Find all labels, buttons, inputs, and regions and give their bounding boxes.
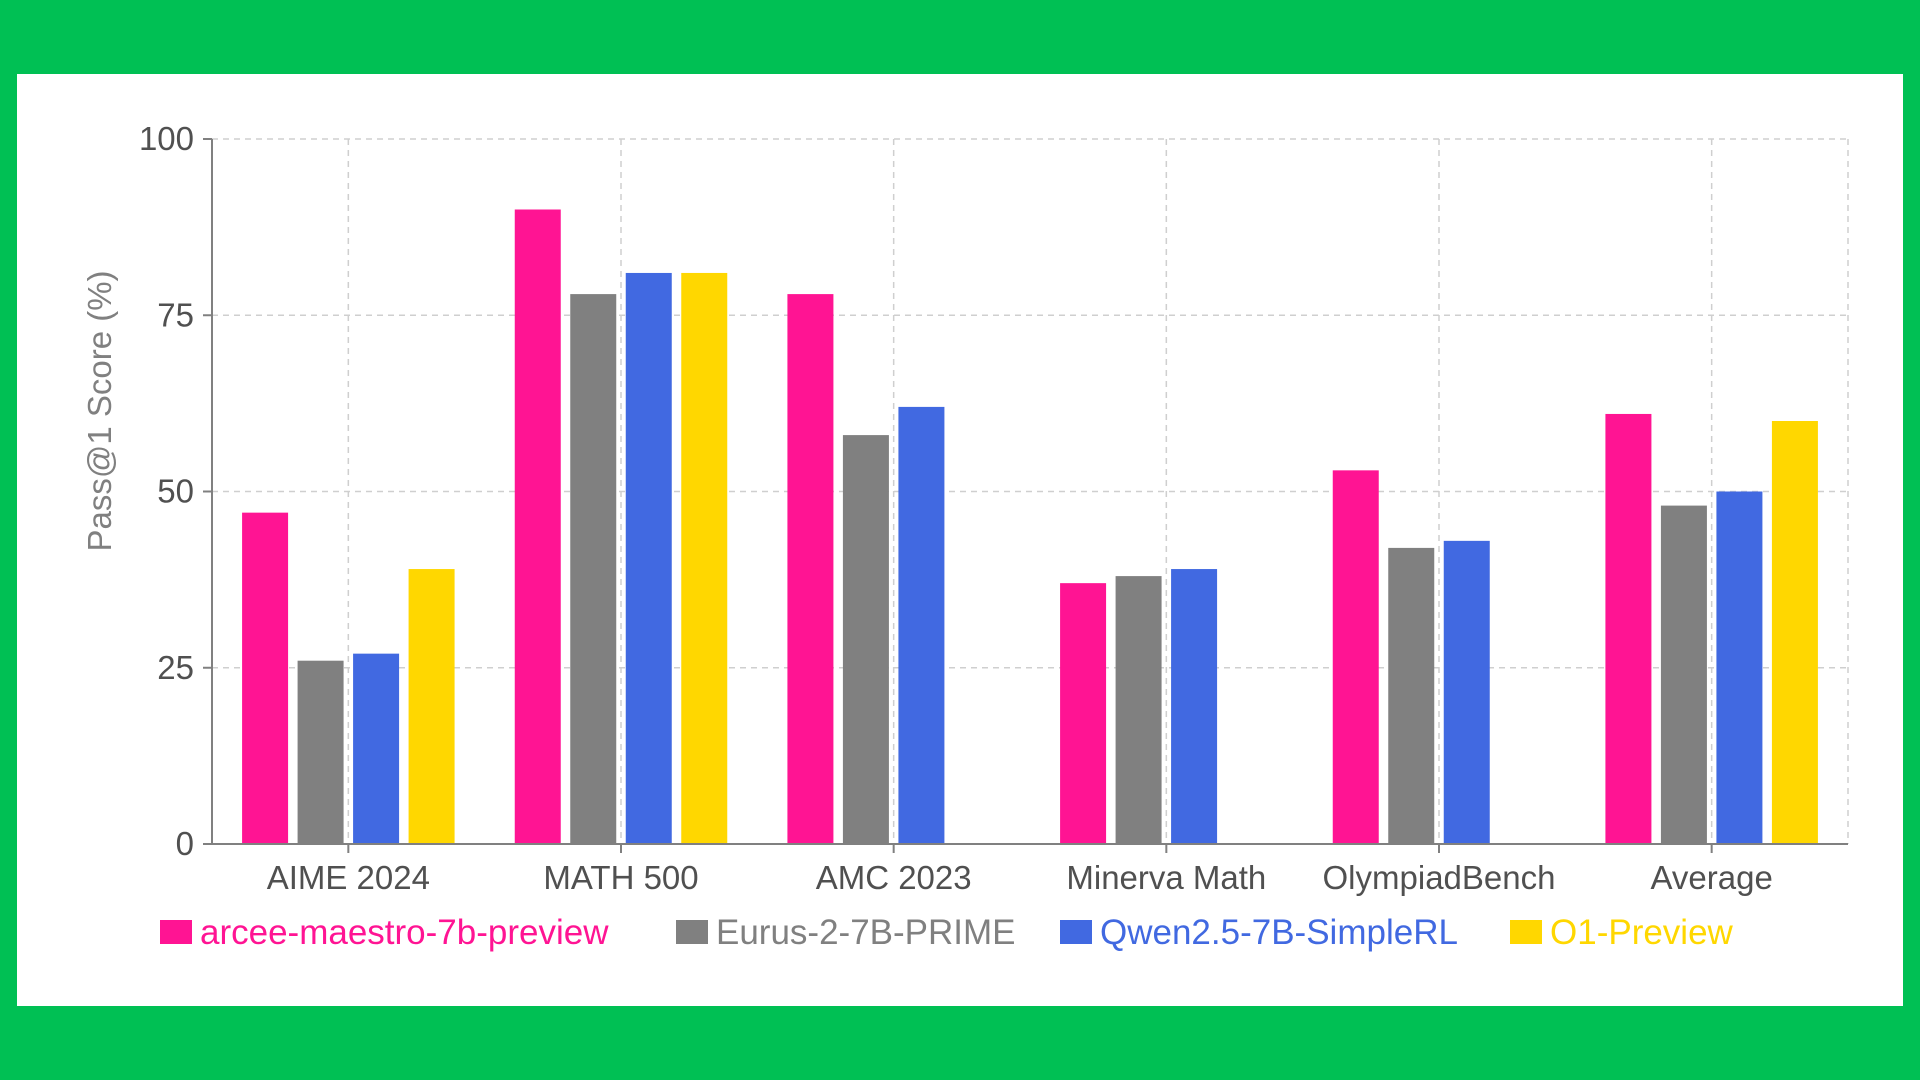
- bar-arcee-maestro-7b-preview-olympiadbench: [1332, 470, 1379, 844]
- bar-arcee-maestro-7b-preview-minerva-math: [1060, 583, 1107, 844]
- bar-Eurus-2-7B-PRIME-amc-2023: [842, 435, 889, 844]
- bar-Qwen2.5-7B-SimpleRL-amc-2023: [898, 406, 945, 844]
- x-tick-label: MATH 500: [543, 859, 698, 896]
- bar-Eurus-2-7B-PRIME-average: [1660, 505, 1707, 844]
- legend-item-arcee-maestro-7b-preview: arcee-maestro-7b-preview: [160, 913, 609, 952]
- legend-item-Eurus-2-7B-PRIME: Eurus-2-7B-PRIME: [676, 913, 1016, 952]
- legend-swatch: [1510, 920, 1542, 944]
- legend-swatch: [1060, 920, 1092, 944]
- legend-label: Eurus-2-7B-PRIME: [716, 913, 1016, 952]
- bar-Qwen2.5-7B-SimpleRL-math-500: [625, 272, 672, 844]
- legend-swatch: [160, 920, 192, 944]
- bar-O1-Preview-math-500: [681, 272, 728, 844]
- y-tick-label: 0: [176, 825, 194, 862]
- y-tick-label: 75: [157, 296, 194, 333]
- legend-item-O1-Preview: O1-Preview: [1510, 913, 1734, 952]
- y-tick-label: 25: [157, 649, 194, 686]
- axes: [203, 138, 1848, 853]
- legend-swatch: [676, 920, 708, 944]
- gridlines: [212, 138, 1849, 844]
- chart-card: 0 25 50 75 100 AIME 2024 MATH 500 AMC 2023 Miner…: [17, 74, 1903, 1006]
- bar-Eurus-2-7B-PRIME-math-500: [570, 294, 617, 845]
- bar-arcee-maestro-7b-preview-aime-2024: [242, 512, 289, 844]
- bar-arcee-maestro-7b-preview-average: [1605, 413, 1652, 844]
- bar-Qwen2.5-7B-SimpleRL-olympiadbench: [1443, 540, 1490, 844]
- bar-Eurus-2-7B-PRIME-aime-2024: [297, 660, 344, 844]
- legend-label: O1-Preview: [1550, 913, 1734, 952]
- bars: [242, 209, 1818, 845]
- x-tick-label: AIME 2024: [267, 859, 430, 896]
- tick-labels: 0 25 50 75 100 AIME 2024 MATH 500 AMC 2023 Miner…: [139, 120, 1773, 896]
- bar-arcee-maestro-7b-preview-math-500: [514, 209, 561, 844]
- x-tick-label: Minerva Math: [1066, 859, 1266, 896]
- bar-chart: 0 25 50 75 100 AIME 2024 MATH 500 AMC 2023 Miner…: [81, 120, 1849, 952]
- bar-O1-Preview-average: [1771, 421, 1818, 844]
- y-tick-label: 100: [139, 120, 194, 157]
- x-tick-label: OlympiadBench: [1323, 859, 1556, 896]
- bar-Eurus-2-7B-PRIME-olympiadbench: [1388, 547, 1435, 844]
- bar-arcee-maestro-7b-preview-amc-2023: [787, 294, 834, 845]
- bar-Qwen2.5-7B-SimpleRL-minerva-math: [1171, 569, 1218, 844]
- x-tick-label: Average: [1651, 859, 1773, 896]
- y-axis-title: Pass@1 Score (%): [81, 270, 118, 551]
- legend-item-Qwen2.5-7B-SimpleRL: Qwen2.5-7B-SimpleRL: [1060, 913, 1458, 952]
- bar-Qwen2.5-7B-SimpleRL-aime-2024: [353, 653, 400, 844]
- bar-Eurus-2-7B-PRIME-minerva-math: [1115, 576, 1162, 844]
- x-tick-label: AMC 2023: [816, 859, 972, 896]
- legend: arcee-maestro-7b-preview Eurus-2-7B-PRIME…: [160, 913, 1734, 952]
- bar-O1-Preview-aime-2024: [408, 569, 455, 844]
- bar-Qwen2.5-7B-SimpleRL-average: [1716, 491, 1763, 844]
- legend-label: Qwen2.5-7B-SimpleRL: [1100, 913, 1458, 952]
- y-tick-label: 50: [157, 473, 194, 510]
- legend-label: arcee-maestro-7b-preview: [200, 913, 609, 952]
